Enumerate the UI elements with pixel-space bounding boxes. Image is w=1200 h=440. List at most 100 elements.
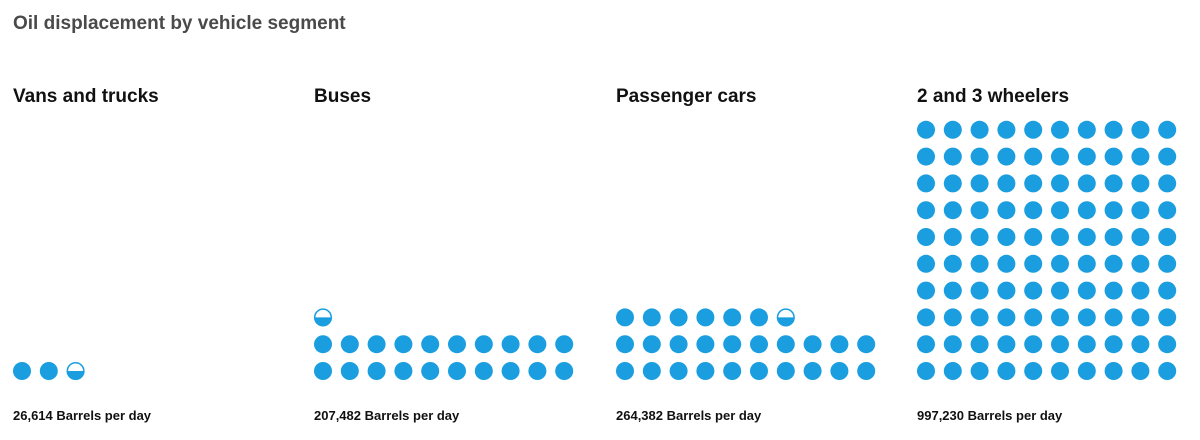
full-dot	[750, 335, 768, 354]
full-dot	[669, 362, 688, 380]
full-dot	[1051, 147, 1069, 166]
full-dot	[1024, 254, 1043, 273]
full-dot	[970, 201, 989, 220]
full-dot	[1077, 120, 1096, 139]
full-dot	[367, 335, 386, 354]
full-dot	[474, 362, 493, 380]
full-dot	[1051, 335, 1069, 354]
full-dot	[1077, 228, 1096, 246]
full-dot	[1077, 254, 1096, 273]
full-dot	[1051, 308, 1069, 327]
full-dot	[997, 174, 1016, 193]
full-dot	[1024, 174, 1043, 193]
full-dot	[448, 362, 466, 380]
panel-title: Vans and trucks	[13, 86, 159, 107]
full-dot	[857, 362, 876, 380]
full-dot	[997, 254, 1016, 273]
panel-passenger-cars: Passenger cars 264,382 Barrels per day	[616, 0, 896, 440]
full-dot	[696, 308, 715, 327]
full-dot	[1131, 308, 1150, 327]
full-dot	[1158, 147, 1177, 166]
full-dot	[970, 335, 989, 354]
panel-value-label: 997,230 Barrels per day	[917, 408, 1063, 423]
full-dot	[1051, 281, 1069, 300]
full-dot	[394, 335, 413, 354]
full-dot	[917, 174, 935, 193]
half-dot	[776, 308, 795, 327]
full-dot	[1158, 335, 1177, 354]
full-dot	[448, 335, 466, 354]
full-dot	[1024, 120, 1043, 139]
full-dot	[803, 335, 822, 354]
full-dot	[1158, 308, 1177, 327]
full-dot	[1131, 120, 1150, 139]
full-dot	[528, 335, 547, 354]
full-dot	[970, 228, 989, 246]
full-dot	[616, 362, 634, 380]
full-dot	[917, 362, 935, 380]
full-dot	[1131, 147, 1150, 166]
full-dot	[421, 335, 440, 354]
full-dot	[1158, 228, 1177, 246]
panel-value-label: 26,614 Barrels per day	[13, 408, 152, 423]
full-dot	[340, 335, 359, 354]
full-dot	[943, 308, 962, 327]
full-dot	[1051, 254, 1069, 273]
full-dot	[997, 228, 1016, 246]
full-dot	[1051, 228, 1069, 246]
full-dot	[943, 147, 962, 166]
full-dot	[997, 201, 1016, 220]
full-dot	[917, 201, 935, 220]
full-dot	[970, 254, 989, 273]
full-dot	[1024, 228, 1043, 246]
full-dot	[970, 174, 989, 193]
full-dot	[970, 281, 989, 300]
full-dot	[1131, 335, 1150, 354]
full-dot	[669, 335, 688, 354]
full-dot	[39, 362, 58, 380]
full-dot	[1051, 201, 1069, 220]
full-dot	[1104, 201, 1123, 220]
full-dot	[314, 362, 332, 380]
full-dot	[1131, 362, 1150, 380]
full-dot	[13, 362, 31, 380]
full-dot	[501, 362, 520, 380]
full-dot	[997, 362, 1016, 380]
panel-title: 2 and 3 wheelers	[917, 86, 1070, 107]
full-dot	[1051, 120, 1069, 139]
full-dot	[997, 147, 1016, 166]
full-dot	[474, 335, 493, 354]
full-dot	[997, 335, 1016, 354]
full-dot	[723, 308, 742, 327]
panel-value-label: 207,482 Barrels per day	[314, 408, 460, 423]
full-dot	[1024, 362, 1043, 380]
full-dot	[917, 120, 935, 139]
full-dot	[642, 362, 661, 380]
full-dot	[1104, 120, 1123, 139]
full-dot	[917, 228, 935, 246]
full-dot	[616, 308, 634, 327]
full-dot	[1051, 174, 1069, 193]
full-dot	[1077, 362, 1096, 380]
full-dot	[917, 281, 935, 300]
panel-title: Passenger cars	[616, 86, 757, 107]
full-dot	[642, 335, 661, 354]
full-dot	[1077, 201, 1096, 220]
full-dot	[642, 308, 661, 327]
full-dot	[917, 254, 935, 273]
full-dot	[723, 335, 742, 354]
full-dot	[943, 201, 962, 220]
panel-vans-and-trucks: Vans and trucks 26,614 Barrels per day	[13, 0, 293, 440]
full-dot	[1131, 201, 1150, 220]
full-dot	[1158, 120, 1177, 139]
chart-title: Oil displacement by vehicle segment	[13, 13, 346, 34]
full-dot	[340, 362, 359, 380]
full-dot	[1158, 201, 1177, 220]
full-dot	[943, 228, 962, 246]
full-dot	[943, 335, 962, 354]
dot-grid	[917, 120, 1177, 380]
full-dot	[528, 362, 547, 380]
full-dot	[1104, 174, 1123, 193]
full-dot	[314, 335, 332, 354]
full-dot	[1104, 228, 1123, 246]
